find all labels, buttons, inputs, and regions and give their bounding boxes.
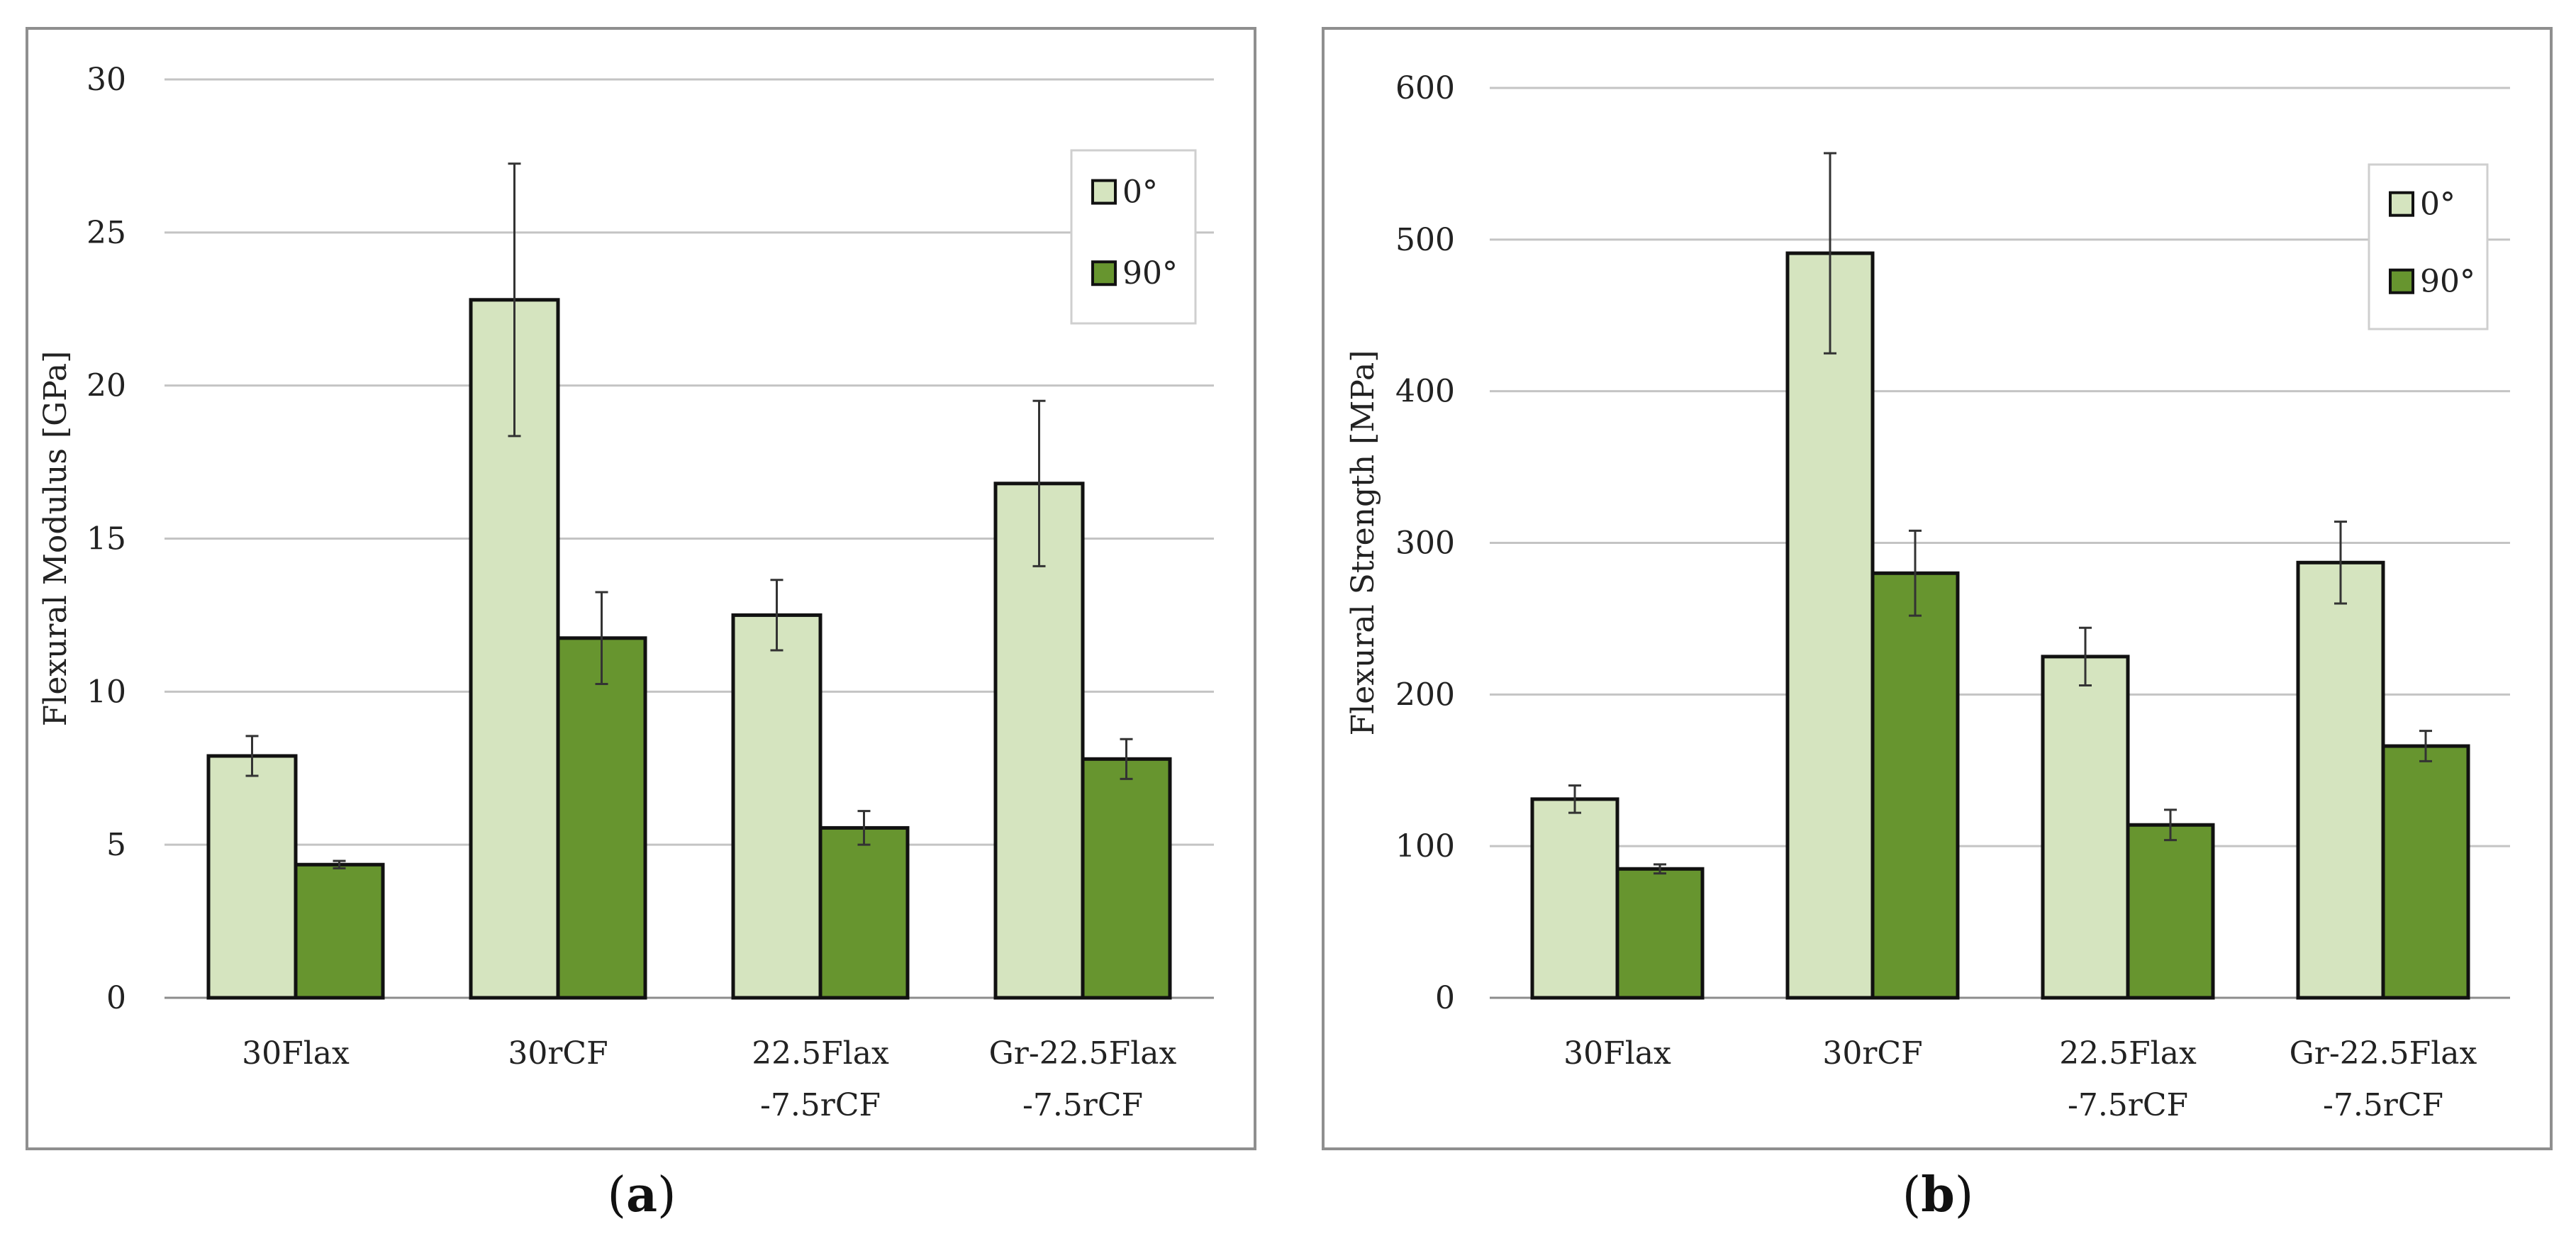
bar-90deg bbox=[2126, 823, 2215, 1000]
y-tick-label: 25 bbox=[87, 215, 126, 251]
legend-swatch-90deg bbox=[2389, 268, 2414, 294]
y-tick-label: 5 bbox=[106, 827, 126, 863]
x-tick-label: Gr-22.5Flax bbox=[2290, 1035, 2477, 1072]
x-tick-label: 22.5Flax bbox=[752, 1035, 889, 1072]
legend-swatch-0deg bbox=[2389, 191, 2414, 217]
x-tick-label: 30rCF bbox=[1822, 1035, 1922, 1072]
x-tick-label: -7.5rCF bbox=[2323, 1087, 2443, 1123]
y-axis-label: Flexural Modulus [GPa] bbox=[38, 351, 74, 726]
legend: 0° 90° bbox=[2368, 163, 2489, 330]
bar-0deg bbox=[206, 754, 298, 1000]
bar-90deg bbox=[1615, 867, 1705, 1000]
bar-0deg bbox=[2296, 560, 2385, 1000]
y-tick-label: 10 bbox=[87, 674, 126, 710]
legend-label: 90° bbox=[2420, 264, 2475, 300]
bar-90deg bbox=[1870, 571, 1960, 1000]
bar-90deg bbox=[2381, 744, 2470, 1000]
y-tick-label: 600 bbox=[1395, 70, 1455, 106]
y-tick-label: 0 bbox=[1435, 980, 1455, 1016]
bar-90deg bbox=[556, 636, 647, 1000]
bar-90deg bbox=[818, 825, 910, 1000]
bar-90deg bbox=[1081, 757, 1172, 1000]
legend-label: 0° bbox=[2420, 187, 2455, 223]
legend-box bbox=[2368, 163, 2489, 330]
bar-0deg bbox=[2041, 655, 2130, 1000]
legend-swatch-0deg bbox=[1091, 179, 1117, 205]
panel-label: (b) bbox=[1902, 1167, 1974, 1223]
y-tick-label: 20 bbox=[87, 368, 126, 404]
bar-90deg bbox=[294, 862, 385, 1000]
y-tick-label: 300 bbox=[1395, 525, 1455, 562]
x-tick-label: 30rCF bbox=[508, 1035, 608, 1072]
chart-panel-a: 0 5 10 15 20 25 30 Flexural Modulus [GPa] 30Flax… bbox=[26, 27, 1256, 1223]
y-tick-label: 400 bbox=[1395, 374, 1455, 410]
y-tick-label: 30 bbox=[87, 62, 126, 98]
bar-0deg bbox=[993, 482, 1085, 1000]
legend-label: 90° bbox=[1122, 255, 1178, 291]
chart-panel-b: 0 100 200 300 400 500 600 Flexural Strength [MP… bbox=[1322, 27, 2553, 1223]
x-tick-label: -7.5rCF bbox=[760, 1087, 881, 1123]
bar-0deg bbox=[1530, 797, 1619, 1000]
y-tick-label: 200 bbox=[1395, 677, 1455, 713]
y-axis-label: Flexural Strength [MPa] bbox=[1345, 350, 1381, 736]
x-tick-label: 22.5Flax bbox=[2059, 1035, 2197, 1072]
y-tick-label: 0 bbox=[106, 980, 126, 1016]
y-tick-label: 15 bbox=[87, 521, 126, 557]
y-tick-label: 500 bbox=[1395, 222, 1455, 258]
x-tick-label: 30Flax bbox=[1563, 1035, 1671, 1072]
legend-label: 0° bbox=[1122, 174, 1158, 211]
legend-swatch-90deg bbox=[1091, 260, 1117, 287]
panel-label: (a) bbox=[607, 1167, 676, 1223]
bar-0deg bbox=[731, 613, 823, 1000]
y-tick-label: 100 bbox=[1395, 828, 1455, 864]
bar-0deg bbox=[1785, 251, 1875, 1000]
x-tick-label: 30Flax bbox=[242, 1035, 350, 1072]
x-tick-label: -7.5rCF bbox=[2068, 1087, 2188, 1123]
legend-box bbox=[1070, 149, 1197, 325]
bar-0deg bbox=[469, 298, 560, 1000]
legend: 0° 90° bbox=[1070, 149, 1197, 325]
x-tick-label: Gr-22.5Flax bbox=[989, 1035, 1177, 1072]
x-tick-label: -7.5rCF bbox=[1022, 1087, 1143, 1123]
